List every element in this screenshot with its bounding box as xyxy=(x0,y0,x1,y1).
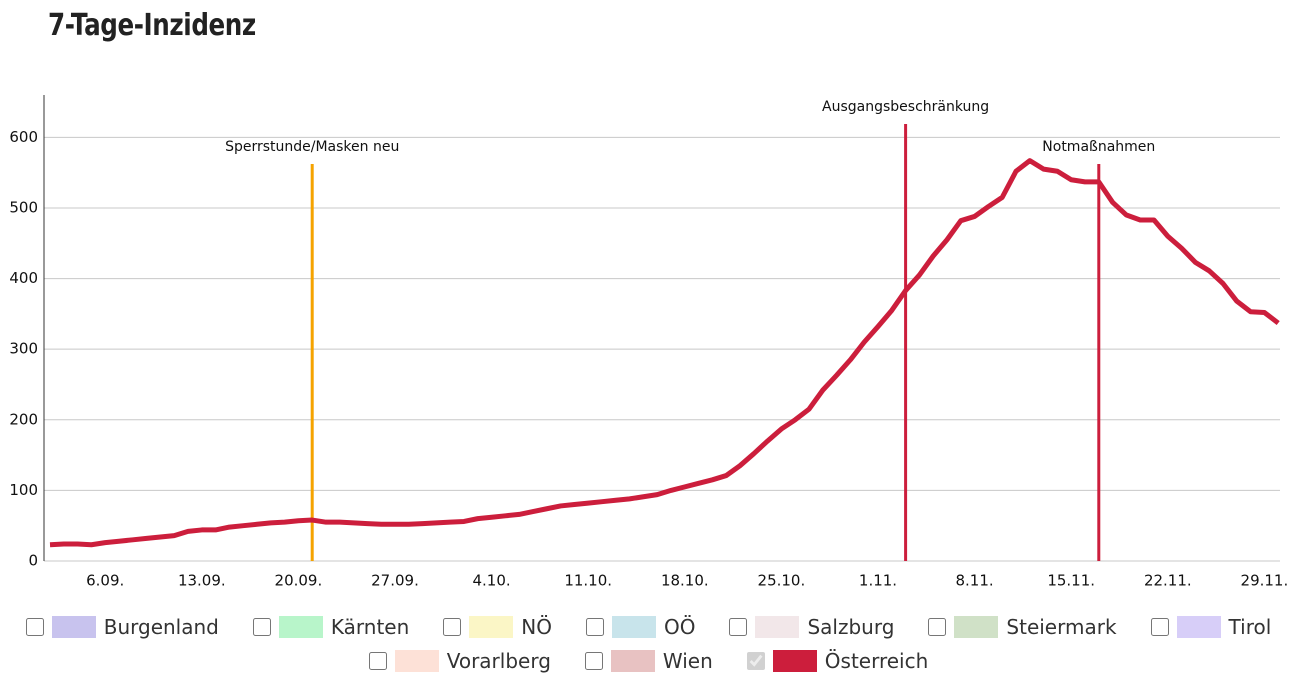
legend-item[interactable]: Österreich xyxy=(746,649,929,673)
x-tick-label: 15.11. xyxy=(1047,572,1095,590)
legend-swatch xyxy=(278,616,323,638)
legend-label: Wien xyxy=(662,649,713,673)
annotation-label: Notmaßnahmen xyxy=(1042,139,1155,155)
legend-item[interactable]: Vorarlberg xyxy=(368,649,551,673)
legend-checkbox[interactable] xyxy=(25,618,44,636)
x-tick-label: 13.09. xyxy=(178,572,226,590)
legend-item[interactable]: Wien xyxy=(584,649,713,673)
legend-checkbox[interactable] xyxy=(729,618,748,636)
legend-item[interactable]: OÖ xyxy=(585,615,696,639)
legend-label: OÖ xyxy=(663,615,696,639)
x-tick-label: 20.09. xyxy=(275,572,323,590)
legend-swatch xyxy=(394,650,439,672)
legend-label: Österreich xyxy=(824,649,929,673)
x-tick-label: 29.11. xyxy=(1241,572,1289,590)
legend-label: Kärnten xyxy=(330,615,410,639)
x-tick-label: 18.10. xyxy=(661,572,709,590)
legend-swatch xyxy=(954,616,999,638)
legend-item[interactable]: Kärnten xyxy=(252,615,410,639)
y-tick-label: 300 xyxy=(9,340,38,358)
legend-checkbox[interactable] xyxy=(252,618,271,636)
legend-item[interactable]: Salzburg xyxy=(729,615,894,639)
legend-swatch xyxy=(51,616,96,638)
legend-item[interactable]: Tirol xyxy=(1150,615,1272,639)
legend-checkbox[interactable] xyxy=(368,652,387,670)
legend-item[interactable]: Burgenland xyxy=(25,615,219,639)
legend-swatch xyxy=(1176,616,1221,638)
x-tick-label: 27.09. xyxy=(371,572,419,590)
legend-swatch xyxy=(469,616,514,638)
legend-label: Steiermark xyxy=(1006,615,1117,639)
legend-checkbox[interactable] xyxy=(746,652,765,670)
legend-checkbox[interactable] xyxy=(585,618,604,636)
x-tick-label: 1.11. xyxy=(859,572,897,590)
annotation-label: Ausgangsbeschränkung xyxy=(822,99,989,115)
y-tick-label: 600 xyxy=(9,128,38,146)
legend-checkbox[interactable] xyxy=(928,618,947,636)
legend-checkbox[interactable] xyxy=(443,618,462,636)
legend-label: Burgenland xyxy=(103,615,219,639)
y-tick-label: 0 xyxy=(28,552,38,570)
x-tick-label: 8.11. xyxy=(956,572,994,590)
y-tick-label: 200 xyxy=(9,410,38,428)
legend-label: Vorarlberg xyxy=(446,649,551,673)
data-line xyxy=(49,158,1280,548)
legend-label: Tirol xyxy=(1228,615,1272,639)
chart: 0 100 200 300 400 500 600 6.09. 13.09. 20.09. 27.0… xyxy=(9,95,1289,590)
legend-swatch xyxy=(772,650,817,672)
y-tick-label: 400 xyxy=(9,269,38,287)
legend-label: Salzburg xyxy=(807,615,895,639)
chart-title: 7-Tage-Inzidenz xyxy=(48,8,256,43)
x-tick-label: 6.09. xyxy=(86,572,124,590)
legend-item[interactable]: NÖ xyxy=(443,615,552,639)
y-tick-label: 500 xyxy=(9,198,38,216)
y-tick-label: 100 xyxy=(9,481,38,499)
legend-swatch xyxy=(755,616,800,638)
legend-checkbox[interactable] xyxy=(1150,618,1169,636)
annotation-label: Sperrstunde/Masken neu xyxy=(225,139,399,155)
x-tick-label: 22.11. xyxy=(1144,572,1192,590)
x-tick-label: 11.10. xyxy=(564,572,612,590)
legend-swatch xyxy=(611,616,656,638)
legend-swatch xyxy=(610,650,655,672)
legend-row: Burgenland Kärnten NÖ OÖ Salzburg Steiermark T… xyxy=(0,615,1297,639)
legend-item[interactable]: Steiermark xyxy=(928,615,1117,639)
legend-row: Vorarlberg Wien Österreich xyxy=(0,649,1297,673)
x-tick-label: 25.10. xyxy=(758,572,806,590)
legend-checkbox[interactable] xyxy=(584,652,603,670)
legend-label: NÖ xyxy=(521,615,552,639)
x-tick-label: 4.10. xyxy=(473,572,511,590)
